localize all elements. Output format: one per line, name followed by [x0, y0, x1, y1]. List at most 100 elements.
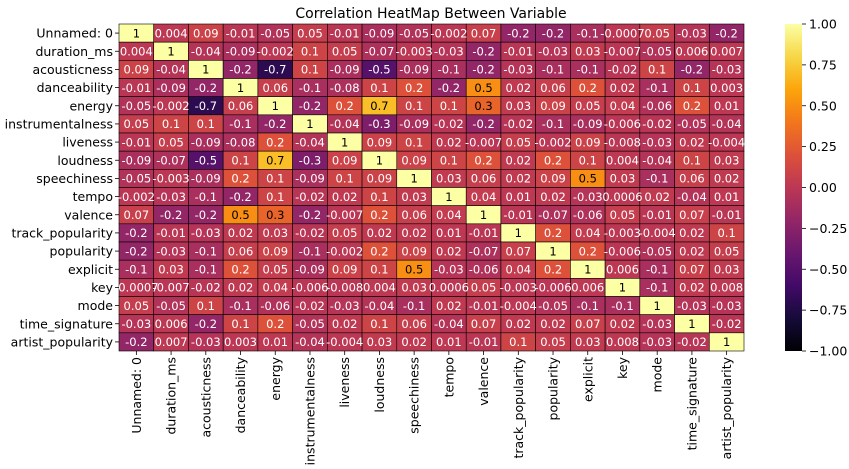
cell-value-label: -0.05 [121, 99, 151, 113]
cell-value-label: 0.05 [644, 26, 670, 40]
cell-value-label: -0.03 [538, 44, 568, 58]
cell-value-label: -0.1 [646, 172, 668, 186]
cell-value-label: -0.01 [503, 44, 533, 58]
cell-value-label: 0.07 [471, 317, 497, 331]
cell-value-label: -0.1 [229, 117, 251, 131]
cell-value-label: -0.007 [153, 281, 190, 295]
cell-value-label: 1 [341, 135, 348, 149]
x-tick-label: key [615, 356, 630, 378]
cell-value-label: 1 [167, 44, 174, 58]
cell-value-label: -0.003 [153, 172, 190, 186]
cell-value-label: 0.02 [644, 190, 670, 204]
cell-value-label: 0.2 [370, 208, 388, 222]
cell-value-label: -0.05 [642, 244, 672, 258]
cell-value-label: 1 [654, 299, 661, 313]
cell-value-label: 0.1 [370, 81, 388, 95]
cell-value-label: -0.2 [299, 99, 321, 113]
cell-value-label: 0.2 [544, 153, 562, 167]
cell-value-label: 1 [410, 172, 417, 186]
cell-value-label: -0.002 [534, 135, 571, 149]
cell-value-label: -0.01 [156, 226, 186, 240]
cell-value-label: -0.003 [396, 44, 433, 58]
cell-value-label: -0.1 [542, 63, 564, 77]
cell-value-label: 0.04 [262, 281, 288, 295]
cell-value-label: 0.09 [401, 244, 427, 258]
cell-value-label: 0.2 [579, 244, 597, 258]
x-tick-label: tempo [441, 357, 456, 397]
cell-value-label: 0.5 [231, 208, 249, 222]
y-tick-labels: Unnamed: 0 duration_ms acousticness danceab… [5, 26, 119, 349]
cell-value-label: 0.006 [571, 281, 604, 295]
cell-value-label: 1 [480, 208, 487, 222]
cell-value-label: -0.04 [365, 299, 395, 313]
cell-value-label: -0.07 [469, 244, 499, 258]
cell-value-label: -0.1 [611, 299, 633, 313]
cell-value-label: 0.01 [262, 335, 288, 349]
cell-value-label: -0.01 [226, 26, 256, 40]
cell-value-label: -0.1 [195, 244, 217, 258]
cell-value-label: -0.03 [712, 63, 742, 77]
cell-value-label: 0.05 [610, 208, 636, 222]
cell-value-label: 1 [619, 281, 626, 295]
cell-value-label: 0.006 [675, 44, 708, 58]
cell-value-label: 0.05 [714, 244, 740, 258]
cell-value-label: -0.09 [156, 81, 186, 95]
cell-value-label: -0.2 [160, 208, 182, 222]
cell-value-label: 0.2 [266, 317, 284, 331]
cell-value-label: 0.2 [231, 262, 249, 276]
cell-value-label: -0.1 [195, 190, 217, 204]
cell-value-label: -0.04 [295, 135, 325, 149]
cell-value-label: 0.2 [544, 226, 562, 240]
cell-value-label: -0.01 [642, 208, 672, 222]
cell-value-label: 0.05 [124, 117, 150, 131]
cell-value-label: 0.1 [370, 262, 388, 276]
cell-value-label: -0.007 [326, 208, 363, 222]
cell-value-label: 0.03 [575, 335, 601, 349]
cell-value-label: 0.01 [714, 99, 740, 113]
cell-value-label: -0.2 [125, 226, 147, 240]
cell-value-label: -0.002 [153, 99, 190, 113]
cell-value-label: -0.02 [642, 117, 672, 131]
cell-value-label: -0.03 [677, 299, 707, 313]
cell-value-label: 0.2 [405, 81, 423, 95]
cell-value-label: 0.04 [610, 99, 636, 113]
cell-value-label: -0.05 [677, 117, 707, 131]
cell-value-label: -0.09 [191, 135, 221, 149]
cell-value-label: 0.1 [162, 117, 180, 131]
cell-value-label: -0.2 [264, 117, 286, 131]
cell-value-label: -0.008 [604, 135, 641, 149]
cell-value-label: 0.008 [710, 281, 743, 295]
cell-value-label: 0.2 [544, 262, 562, 276]
cell-value-label: -0.0007 [600, 26, 644, 40]
cell-value-label: 0.07 [124, 208, 150, 222]
cell-value-label: -0.2 [195, 81, 217, 95]
cell-value-label: -0.06 [260, 299, 290, 313]
cell-value-label: 0.003 [224, 335, 257, 349]
cell-value-label: 0.05 [471, 281, 497, 295]
cell-value-label: 0.1 [440, 99, 458, 113]
cell-value-label: -0.002 [257, 44, 294, 58]
cell-value-label: 0.03 [367, 335, 393, 349]
cell-value-label: 1 [202, 63, 209, 77]
cell-value-label: 0.06 [679, 172, 705, 186]
cell-value-label: 0.1 [370, 190, 388, 204]
cell-value-label: 0.02 [714, 172, 740, 186]
cell-value-label: 0.01 [436, 335, 462, 349]
cell-value-label: -0.2 [472, 63, 494, 77]
cell-value-label: 0.02 [679, 244, 705, 258]
cell-value-label: -0.03 [330, 299, 360, 313]
x-tick-label: speechiness [407, 357, 422, 434]
cell-value-label: 0.1 [509, 335, 527, 349]
x-tick-label: Unnamed: 0 [129, 357, 144, 434]
cell-value-label: -0.2 [195, 208, 217, 222]
colorbar-tick-label: −0.50 [809, 262, 847, 277]
cell-value-label: 1 [688, 317, 695, 331]
cell-value-label: 0.09 [367, 172, 393, 186]
cell-value-label: -0.03 [677, 26, 707, 40]
cell-value-label: -0.2 [229, 190, 251, 204]
x-tick-label: danceability [233, 356, 248, 433]
cell-value-label: 0.09 [193, 26, 219, 40]
cell-value-label: 0.3 [474, 99, 492, 113]
cell-value-label: -0.1 [646, 81, 668, 95]
